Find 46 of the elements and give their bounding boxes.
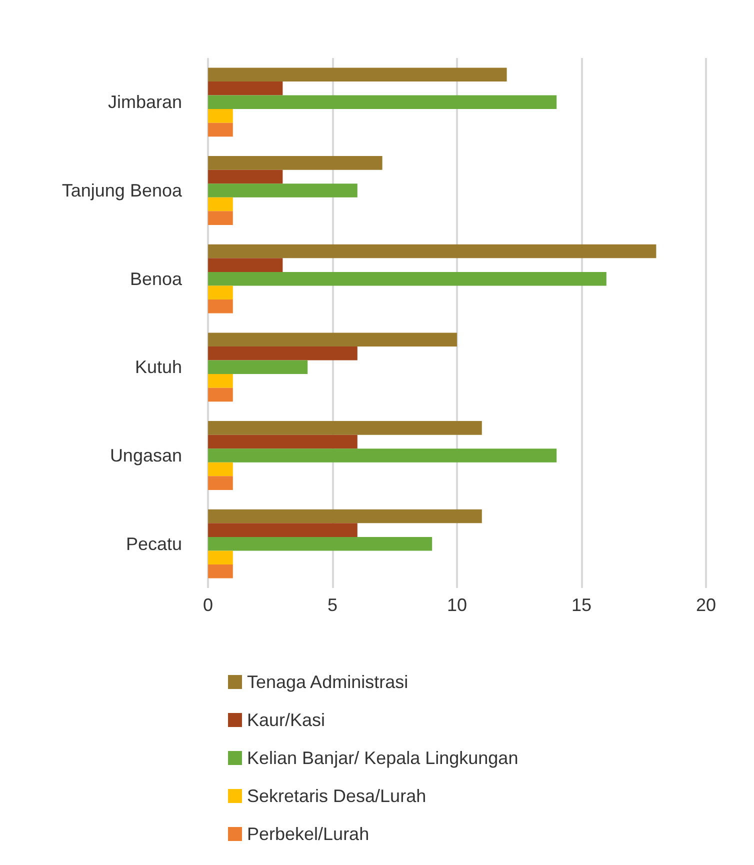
bar	[208, 346, 358, 360]
x-tick-label: 5	[327, 595, 338, 615]
bar	[208, 68, 507, 82]
y-tick-label: Jimbaran	[108, 92, 182, 112]
bar	[208, 332, 457, 346]
bar	[208, 476, 233, 490]
x-tick-label: 0	[202, 595, 214, 615]
y-tick-label: Benoa	[130, 268, 183, 289]
legend-label: Kelian Banjar/ Kepala Lingkungan	[247, 748, 518, 768]
bar	[208, 462, 233, 476]
bar	[208, 523, 358, 537]
y-tick-label: Kutuh	[134, 357, 182, 378]
bar	[208, 184, 358, 198]
legend-label: Tenaga Administrasi	[247, 672, 408, 692]
bar	[208, 258, 283, 272]
bar	[208, 272, 606, 286]
y-tick-label: Ungasan	[110, 446, 182, 466]
bar	[208, 448, 557, 462]
bar	[208, 109, 233, 123]
bar	[208, 122, 233, 137]
bar	[208, 197, 233, 212]
bar	[208, 360, 308, 374]
bar	[208, 95, 557, 110]
bar	[208, 388, 233, 402]
bar	[208, 564, 233, 578]
bar	[208, 421, 482, 435]
bar	[208, 434, 358, 449]
bar	[208, 170, 283, 184]
bar	[208, 550, 233, 565]
y-tick-label: Tanjung Benoa	[62, 180, 183, 200]
bar	[208, 211, 233, 225]
bar	[208, 536, 432, 551]
legend-label: Kaur/Kasi	[247, 710, 326, 730]
legend-label: Perbekel/Lurah	[247, 824, 370, 844]
x-tick-label: 10	[446, 595, 468, 615]
bar	[208, 286, 233, 300]
bar	[208, 509, 482, 524]
bar	[208, 374, 233, 388]
bar	[208, 300, 233, 314]
x-tick-label: 20	[696, 595, 716, 615]
bar	[208, 81, 283, 96]
x-tick-label: 15	[571, 595, 592, 615]
y-tick-label: Pecatu	[126, 534, 182, 554]
bar	[208, 244, 656, 258]
legend-label: Sekretaris Desa/Lurah	[247, 786, 426, 806]
bar	[208, 156, 382, 170]
